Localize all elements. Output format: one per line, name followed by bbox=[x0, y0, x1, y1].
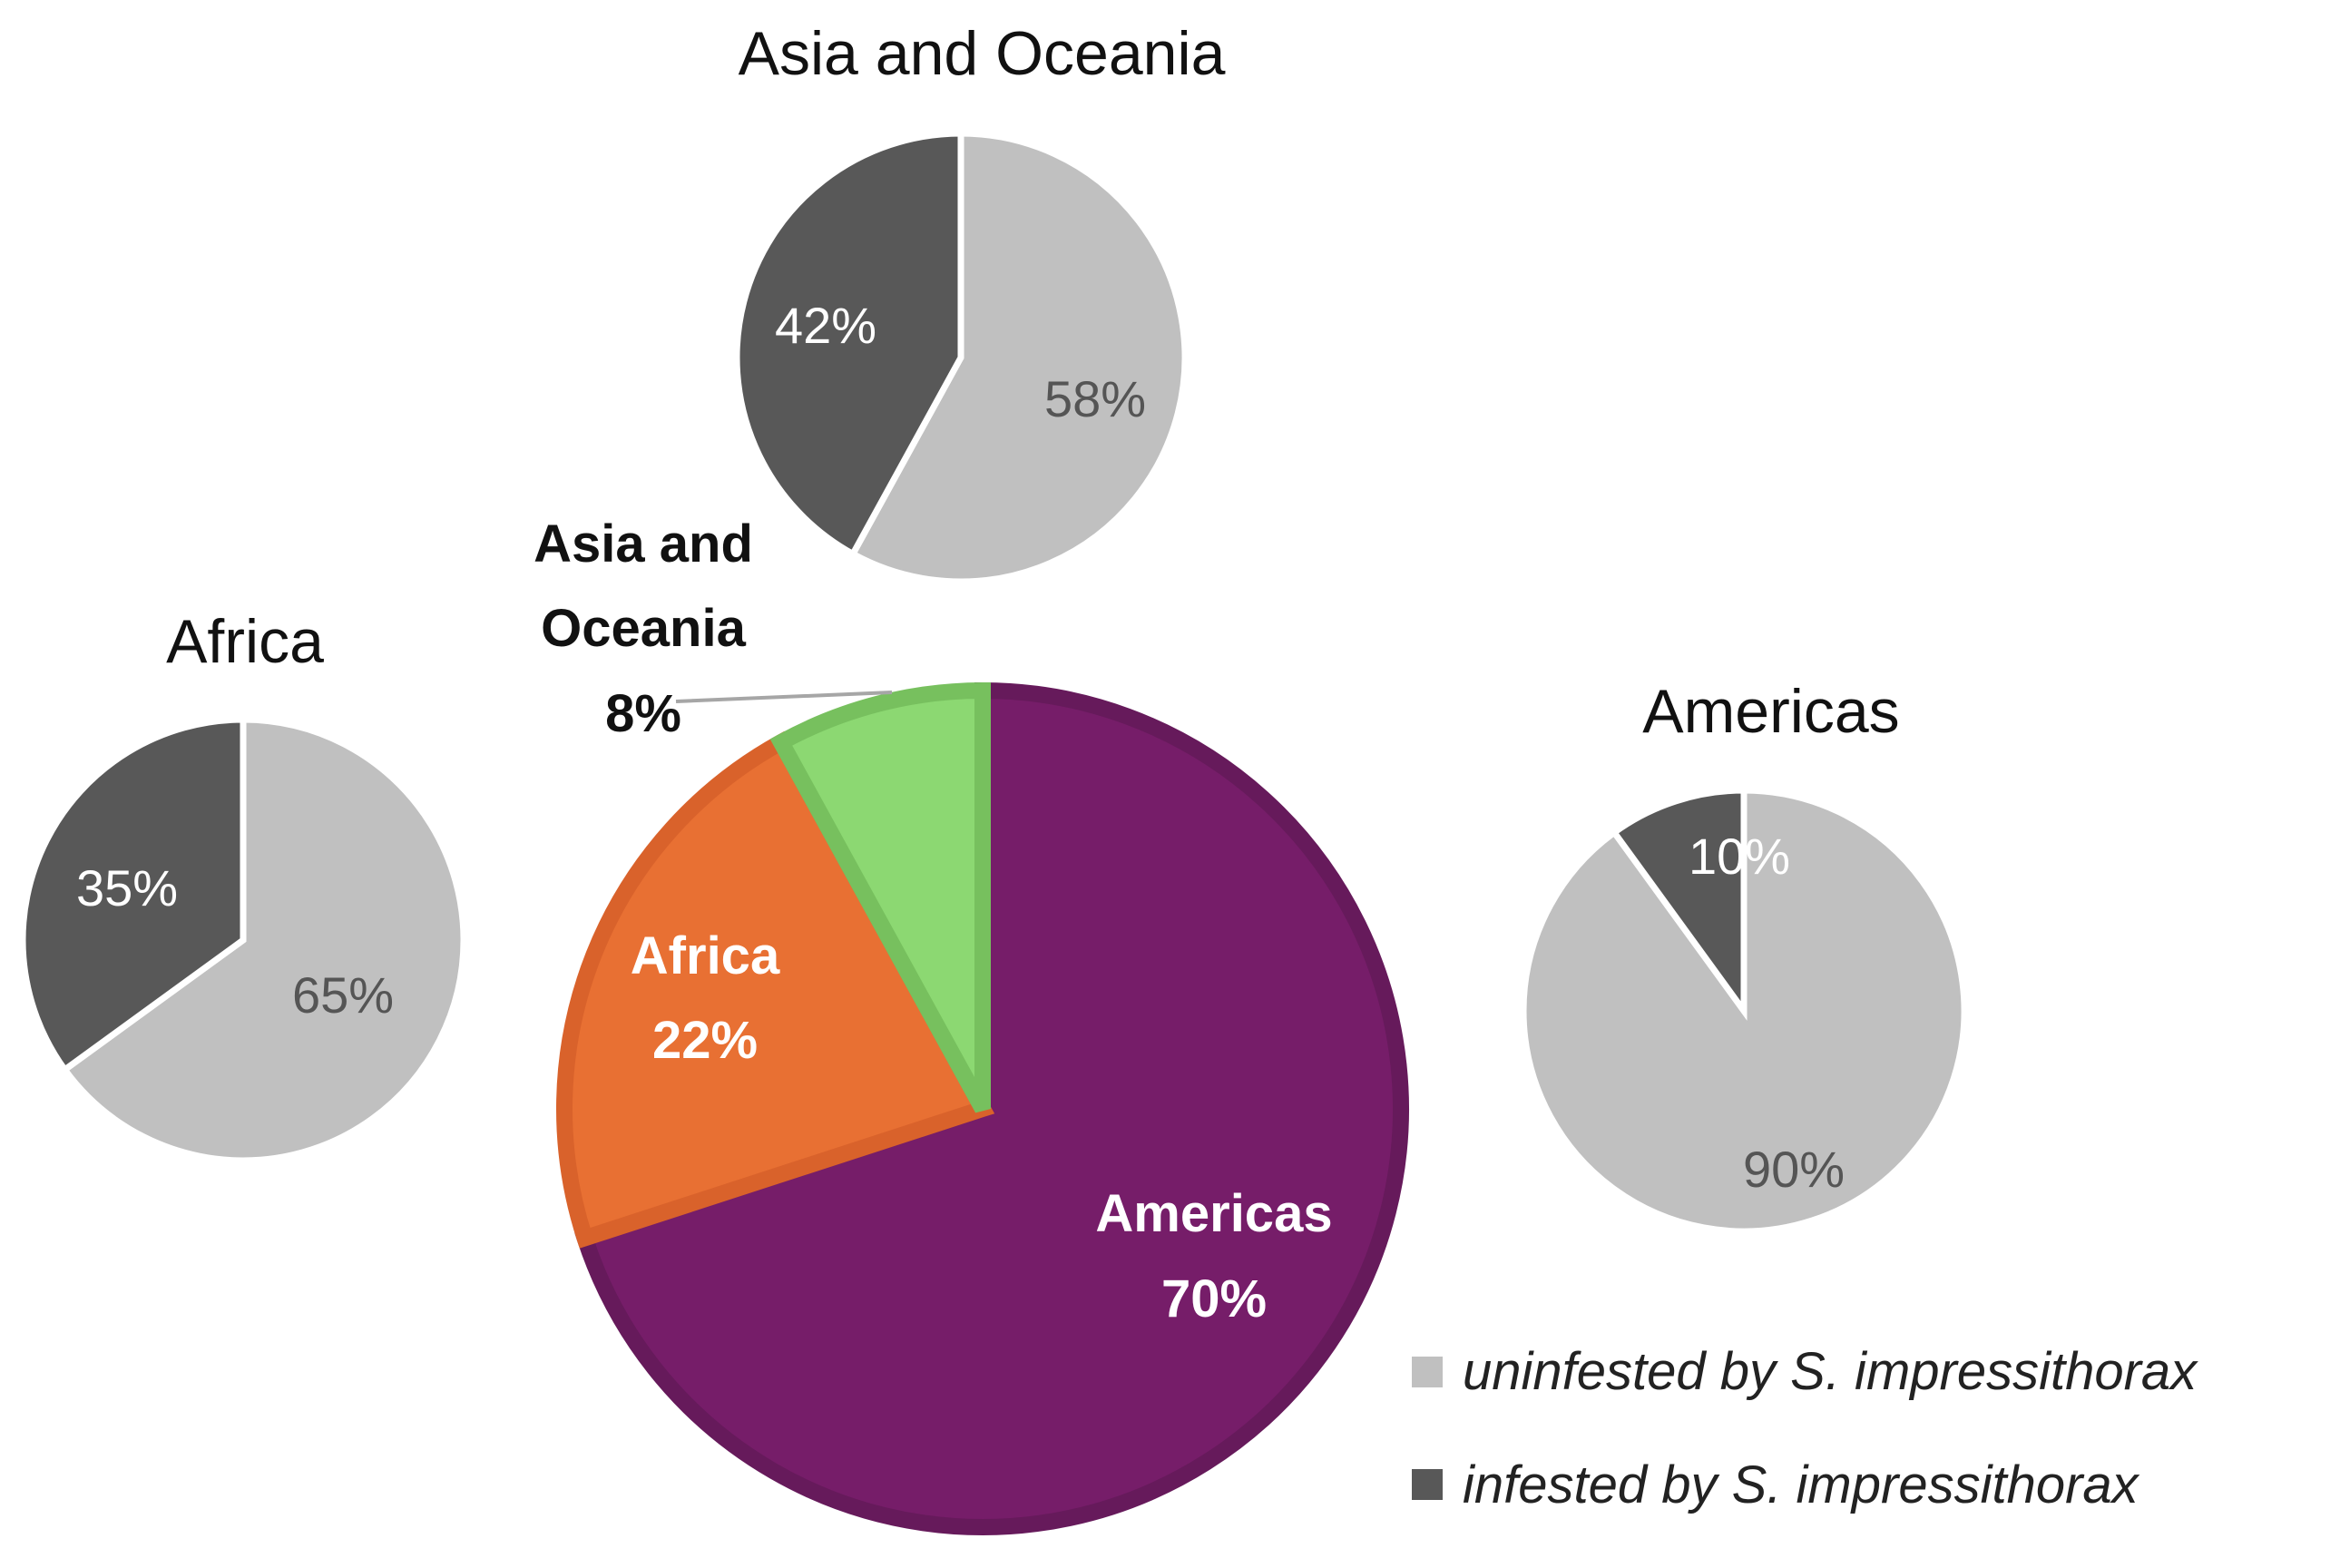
main-slice-asia-and-oceania bbox=[769, 681, 991, 1113]
africa-pie-chart: Africa 65% 35% bbox=[19, 607, 467, 1164]
americas-pie-title: Americas bbox=[1642, 677, 1899, 746]
americas-label-infested: 10% bbox=[1689, 828, 1790, 885]
asia-and-oceania-pie-title: Asia and Oceania bbox=[739, 19, 1226, 88]
legend-swatch-uninfested bbox=[1412, 1357, 1443, 1387]
legend: uninfested by S. impressithorax infested… bbox=[1412, 1342, 2198, 1514]
main-slice-label-africa-name0: Africa bbox=[631, 926, 780, 985]
main-slice-africa bbox=[556, 730, 995, 1249]
main-slice-label-asia-and-oceania-name1: Oceania bbox=[541, 599, 746, 658]
americas-slice-infested bbox=[1610, 787, 1748, 1021]
africa-slice-uninfested bbox=[60, 716, 467, 1164]
asia-and-oceania-slice-infested bbox=[733, 130, 964, 559]
africa-label-infested: 35% bbox=[76, 859, 178, 916]
main-slice-americas bbox=[574, 681, 1409, 1535]
main-slice-label-asia-and-oceania-value: 8% bbox=[605, 684, 681, 743]
americas-pie-chart: Americas 90% 10% bbox=[1520, 677, 1968, 1235]
asia-and-oceania-label-uninfested: 58% bbox=[1044, 370, 1146, 427]
legend-label-uninfested: uninfested by S. impressithorax bbox=[1463, 1342, 2198, 1401]
legend-label-infested: infested by S. impressithorax bbox=[1463, 1455, 2140, 1514]
africa-slice-infested bbox=[19, 716, 247, 1074]
asia-oceania-pie-chart: Asia and Oceania 58% 42% bbox=[733, 19, 1226, 585]
africa-pie-title: Africa bbox=[166, 607, 324, 676]
main-slice-label-americas-name0: Americas bbox=[1095, 1184, 1332, 1243]
main-slice-label-americas-value: 70% bbox=[1161, 1269, 1267, 1328]
asia-and-oceania-slice-uninfested bbox=[848, 130, 1189, 585]
asia-oceania-leader-line bbox=[675, 691, 893, 703]
legend-swatch-infested bbox=[1412, 1469, 1443, 1500]
main-slice-label-asia-and-oceania-name0: Asia and bbox=[534, 514, 753, 573]
africa-label-uninfested: 65% bbox=[292, 966, 394, 1024]
americas-label-uninfested: 90% bbox=[1743, 1141, 1845, 1198]
asia-and-oceania-label-infested: 42% bbox=[775, 297, 876, 354]
main-pie-chart: Americas 70% Africa 22% Asia and Oceania 8% bbox=[534, 514, 1409, 1535]
main-slice-label-africa-value: 22% bbox=[652, 1011, 758, 1070]
